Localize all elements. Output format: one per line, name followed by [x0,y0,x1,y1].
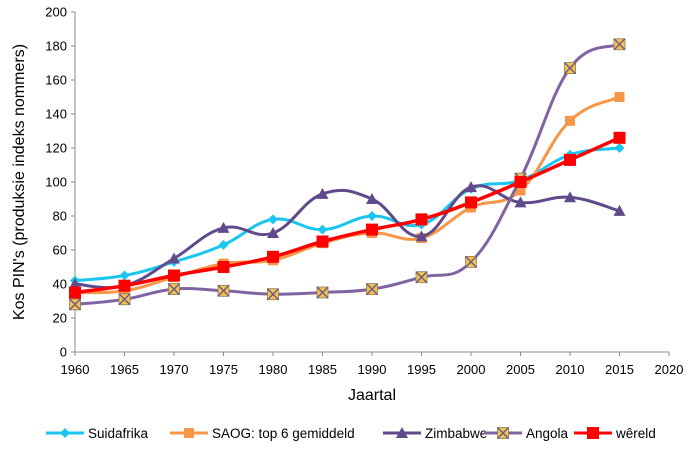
x-tick-label: 1985 [308,362,337,377]
data-point-saog-top-6-gemiddeld [614,92,625,102]
data-point-zimbabwe [465,181,477,193]
data-point-w-reld [613,131,626,144]
y-tick-label: 140 [45,107,67,122]
x-tick-label: 2005 [506,362,535,377]
y-axis-title: Kos PIN's (produksie indeks nommers) [11,44,28,320]
data-point-angola [267,288,279,301]
data-point-angola [316,286,329,299]
x-tick-label: 2015 [605,362,634,377]
x-axis-title: Jaartal [348,387,396,404]
x-tick-label: 1990 [358,362,387,377]
series-layer [69,38,626,311]
y-tick-label: 100 [45,175,67,190]
data-point-zimbabwe [514,196,527,208]
x-tick-label: 1960 [61,362,90,377]
legend-label: wêreld [615,426,656,441]
data-point-zimbabwe [217,221,230,233]
legend: Suidafrika SAOG: top 6 gemiddeld Zimbabwe A… [46,426,656,441]
y-tick-label: 120 [45,141,67,156]
legend-marker [184,428,194,438]
data-point-w-reld [217,261,230,273]
data-point-suidafrika [614,143,625,153]
legend-item-saog-top-6-gemiddeld: SAOG: top 6 gemiddeld [170,426,355,441]
data-point-angola [217,284,230,297]
data-point-suidafrika [268,214,278,225]
data-point-saog-top-6-gemiddeld [565,115,575,126]
data-point-w-reld [316,235,329,248]
data-point-w-reld [168,269,180,282]
series-saog-top-6-gemiddeld [70,92,625,298]
legend-item-angola: Angola [484,426,569,441]
data-point-w-reld [69,286,81,299]
y-tick-label: 160 [45,73,67,88]
x-tick-label: 1975 [209,362,238,377]
legend-marker [497,427,509,439]
legend-label: SAOG: top 6 gemiddeld [212,426,355,441]
x-tick-label: 1995 [407,362,436,377]
x-ticks: 1960 1965 1970 1975 1980 1985 1990 1995 2000 2005… [61,352,684,377]
legend-label: Angola [526,426,569,441]
data-point-zimbabwe [168,252,180,264]
x-tick-label: 2010 [556,362,585,377]
data-point-w-reld [267,250,279,263]
data-point-zimbabwe [69,278,81,289]
data-point-angola [168,283,180,296]
x-tick-label: 2000 [457,362,486,377]
y-tick-label: 0 [60,345,67,360]
y-tick-label: 60 [53,243,67,258]
series-line-saog-top-6-gemiddeld [73,95,621,295]
data-point-w-reld [465,196,477,209]
y-tick-label: 200 [45,5,67,20]
data-point-suidafrika [218,239,229,250]
series-angola [69,38,626,311]
legend-marker [396,427,408,438]
data-point-zimbabwe [564,191,576,203]
data-point-w-reld [415,213,428,226]
y-tick-label: 80 [53,209,67,224]
legend-label: Zimbabwe [425,426,487,441]
y-tick-label: 180 [45,39,67,54]
y-tick-label: 20 [53,311,67,326]
data-point-angola [415,271,428,284]
data-point-zimbabwe [366,193,378,204]
data-point-zimbabwe [316,187,329,199]
x-tick-label: 2020 [655,362,684,377]
data-point-zimbabwe [267,227,279,238]
x-tick-label: 1965 [110,362,139,377]
data-point-suidafrika [367,211,377,221]
data-point-suidafrika [119,270,130,281]
data-point-suidafrika [317,224,328,235]
data-point-angola [366,283,378,296]
data-point-w-reld [366,223,378,236]
data-point-w-reld [564,153,576,166]
axes [74,12,669,353]
y-tick-label: 40 [53,277,67,292]
y-ticks: 0 20 40 60 80 100 120 140 160 180 200 [45,5,75,360]
legend-item-zimbabwe: Zimbabwe [383,426,487,441]
data-point-angola [564,62,576,75]
x-tick-label: 1980 [259,362,288,377]
data-point-saog-top-6-gemiddeld [515,185,526,196]
legend-marker [60,428,70,438]
data-point-w-reld [118,279,131,292]
data-point-angola [118,293,131,306]
legend-label: Suidafrika [88,426,149,441]
data-point-zimbabwe [613,204,626,216]
x-tick-label: 1970 [160,362,189,377]
series-w-reld [69,131,626,299]
legend-item-w-reld: wêreld [574,426,656,441]
data-point-zimbabwe [415,230,428,242]
data-point-angola [69,298,81,311]
legend-item-suidafrika: Suidafrika [46,426,149,441]
data-point-angola [465,255,477,268]
data-point-angola [613,38,626,51]
data-point-w-reld [514,176,527,188]
legend-marker [587,427,599,439]
